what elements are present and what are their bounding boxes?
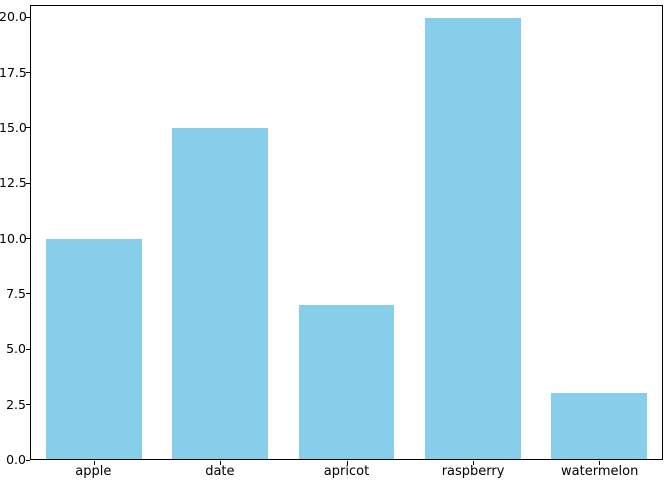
bar-apple	[46, 238, 143, 459]
y-tick-mark	[26, 72, 30, 74]
x-tick-label-apricot: apricot	[323, 464, 370, 479]
y-tick-mark	[26, 348, 30, 350]
x-axis: apple date apricot raspberry watermelon	[30, 463, 663, 485]
bar-slot-apple	[31, 6, 157, 465]
x-tick-mark	[94, 461, 96, 465]
y-tick-mark	[26, 16, 30, 18]
x-tick-label-apple: apple	[75, 464, 112, 479]
bar-slot-raspberry	[410, 6, 536, 465]
x-tick-label-watermelon: watermelon	[561, 464, 639, 479]
bar-date	[172, 128, 269, 459]
y-tick-label: 2.5	[6, 396, 26, 412]
y-tick-label: 15.0	[0, 119, 27, 135]
x-tick-mark	[598, 461, 600, 465]
y-tick-label: 20.0	[0, 9, 27, 25]
y-tick-mark	[26, 459, 30, 461]
bar-raspberry	[424, 18, 521, 459]
y-tick-mark	[26, 404, 30, 406]
x-tick-mark	[220, 461, 222, 465]
x-tick-mark	[472, 461, 474, 465]
y-tick-label: 10.0	[0, 230, 27, 246]
bar-slot-watermelon	[536, 6, 662, 465]
y-tick-mark	[26, 127, 30, 129]
plot-area	[30, 5, 663, 465]
bar-apricot	[298, 304, 395, 459]
y-tick-label: 5.0	[6, 341, 26, 357]
x-tick-label-raspberry: raspberry	[441, 464, 505, 479]
bar-slot-apricot	[283, 6, 409, 465]
y-tick-mark	[26, 293, 30, 295]
bar-watermelon	[550, 392, 647, 459]
y-tick-label: 12.5	[0, 175, 27, 191]
x-tick-label-date: date	[205, 464, 235, 479]
bar-slot-date	[157, 6, 283, 465]
y-tick-mark	[26, 238, 30, 240]
x-tick-mark	[346, 461, 348, 465]
y-tick-label: 7.5	[6, 285, 26, 301]
y-tick-label: 17.5	[0, 64, 27, 80]
y-tick-label: 0.0	[6, 452, 26, 467]
y-tick-mark	[26, 182, 30, 184]
